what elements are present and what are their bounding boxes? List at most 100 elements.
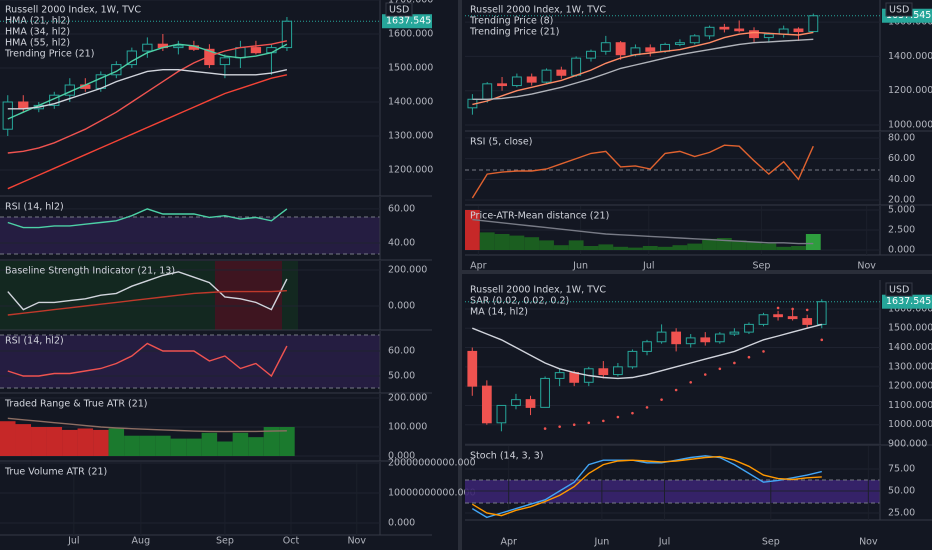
pane-band [215,261,282,330]
sar-dot [747,355,751,359]
histogram-bar [628,247,643,250]
indicator-line [7,208,288,229]
x-tick-label: Jul [658,537,670,548]
x-tick-label: Jun [593,537,609,548]
legend-entry: MA (14, hl2) [470,307,528,318]
x-tick-label: Aug [132,536,151,547]
currency-tag-bg [885,282,913,297]
legend-entry: Trending Price (21) [469,27,559,38]
legend-entry: HMA (21, hl2) [5,16,70,27]
candle-body [142,43,153,52]
plot-area [7,342,288,378]
candle-body [689,35,700,44]
sar-dot [616,415,620,419]
y-tick-label: 60.00 [388,346,415,357]
y-tick-label: 900.000 [888,439,927,450]
pane: 5.000 2.500 0.000 Apr Jun Jul Sep Nov Price-ATR-… [465,205,932,272]
y-tick-label: 1400.000 [388,96,433,107]
pane-band [282,261,298,330]
y-tick-label: 1400.000 [888,342,932,353]
histogram-bar [479,232,495,250]
candle-body [793,28,804,33]
candle-body [481,385,492,424]
y-tick-label: 80.00 [888,132,915,143]
histogram-bar [15,424,32,457]
y-tick-label: 1000.000 [888,119,932,130]
y-tick-label: 0.000 [388,518,415,529]
indicator-line [472,218,814,245]
y-tick-label: 0.000 [888,245,915,256]
pane: 80.00 60.00 40.00 20.00 RSI (5, close) [465,132,932,206]
y-tick-label: 100.000 [388,422,427,433]
pane-band [0,217,380,254]
histogram-bar [509,235,525,250]
currency-label: USD [389,5,409,16]
sar-dot [572,423,576,427]
indicator-line [7,271,288,311]
candle-body [763,33,774,39]
sar-dot [805,308,809,312]
y-tick-label: 1100.000 [888,400,932,411]
candle-body [556,69,567,76]
candle-body [511,399,521,406]
y-tick-label: 75.00 [888,463,915,474]
candle-body [729,331,740,335]
plot-area [7,271,288,316]
candle-body [250,47,262,54]
y-tick-label: 20000000000.000 [388,458,476,469]
sar-dot [733,361,736,365]
candle-body [586,50,596,59]
y-tick-label: 1600.000 [888,303,932,314]
legend-entry: Trending Price (21) [4,49,94,60]
indicator-line [7,290,287,316]
histogram-bar [791,246,806,250]
y-tick-label: 2.500 [888,225,915,236]
histogram-bar [201,432,218,457]
last-price-tag [382,14,432,29]
candle-body [111,64,122,76]
histogram-bar [77,428,94,457]
candle-body [816,301,827,325]
y-tick-label: 1300.000 [888,361,932,372]
x-tick-label: Jul [642,261,654,272]
x-tick-label: Nov [859,537,878,548]
candle-body [656,331,667,343]
histogram-bar [155,435,171,457]
x-tick-label: Sep [762,537,780,548]
pane-title: Stoch (14, 3, 3) [470,451,544,462]
y-tick-label: 0.000 [388,451,415,462]
sar-dot [776,306,780,310]
indicator-line [7,74,288,190]
y-tick-label: 200.000 [388,393,427,404]
candle-body [525,399,536,408]
currency-tag-bg [385,2,413,17]
candle-body [541,69,552,83]
plot-area [465,210,821,250]
candle-body [802,318,813,325]
histogram-bar [598,244,614,250]
histogram-bar [217,441,233,457]
histogram-bar [642,246,658,250]
y-tick-label: 50.00 [888,485,915,496]
pane-title: RSI (14, hl2) [5,202,64,213]
pane: 20000000000.000 10000000000.000 0.000 Jul Au… [0,458,476,547]
indicator-line [471,455,822,519]
plot-area [0,417,295,457]
candle-body [569,372,580,383]
candle-body [281,20,293,49]
sar-dot [631,411,634,415]
pane-title: Russell 2000 Index, 1W, TVC [5,5,141,16]
pane: 60.00 50.00 RSI (14, hl2) [0,331,432,394]
pane-band [0,335,380,388]
candle-body [744,323,754,333]
pane-band [465,480,880,503]
histogram-bar [613,246,629,250]
plot-area [2,16,293,190]
histogram-bar [139,435,156,457]
y-tick-label: 200.000 [388,265,427,276]
sar-dot [543,427,547,430]
pane: 1600.000 1500.000 1400.000 1300.000 1200.000… [465,280,932,450]
candle-body [219,57,231,66]
histogram-bar [124,435,140,457]
